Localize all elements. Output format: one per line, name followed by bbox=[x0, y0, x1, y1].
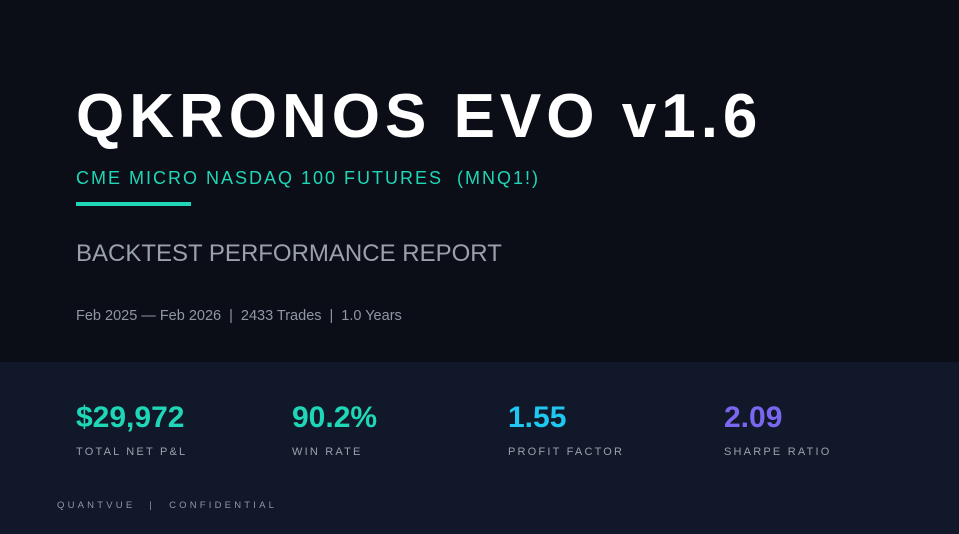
footer-brand: QUANTVUE bbox=[57, 500, 136, 511]
meta-separator: | bbox=[329, 308, 334, 324]
footer: QUANTVUE | CONFIDENTIAL bbox=[57, 500, 277, 511]
instrument-subtitle: CME MICRO NASDAQ 100 FUTURES (MNQ1!) bbox=[76, 168, 541, 188]
stat-label: TOTAL NET P&L bbox=[76, 446, 188, 458]
accent-divider bbox=[76, 202, 191, 206]
stat-label: PROFIT FACTOR bbox=[508, 446, 625, 458]
duration: 1.0 Years bbox=[341, 308, 402, 324]
stat-value: 90.2% bbox=[292, 401, 378, 434]
date-range: Feb 2025 — Feb 2026 bbox=[76, 308, 222, 324]
report-title: BACKTEST PERFORMANCE REPORT bbox=[76, 240, 502, 267]
stats-panel: $29,972 TOTAL NET P&L 90.2% WIN RATE 1.5… bbox=[0, 362, 959, 534]
stat-label: WIN RATE bbox=[292, 446, 363, 458]
stat-value: 1.55 bbox=[508, 401, 567, 434]
page-title: QKRONOS EVO v1.6 bbox=[76, 82, 763, 151]
stat-net-pnl: $29,972 TOTAL NET P&L bbox=[76, 400, 187, 458]
trade-count: 2433 Trades bbox=[240, 308, 322, 324]
meta-separator: | bbox=[229, 308, 233, 324]
hero-section: QKRONOS EVO v1.6 CME MICRO NASDAQ 100 FU… bbox=[76, 82, 763, 326]
stat-profit-factor: 1.55 PROFIT FACTOR bbox=[508, 400, 624, 458]
stat-value: $29,972 bbox=[76, 401, 185, 434]
footer-classification: CONFIDENTIAL bbox=[169, 500, 278, 511]
footer-separator: | bbox=[149, 500, 156, 511]
stat-label: SHARPE RATIO bbox=[724, 446, 832, 458]
stat-sharpe-ratio: 2.09 SHARPE RATIO bbox=[724, 400, 832, 458]
stat-win-rate: 90.2% WIN RATE bbox=[292, 400, 377, 458]
stat-value: 2.09 bbox=[724, 401, 783, 434]
report-meta: Feb 2025 — Feb 2026 | 2433 Trades | 1.0 Year… bbox=[76, 306, 402, 326]
